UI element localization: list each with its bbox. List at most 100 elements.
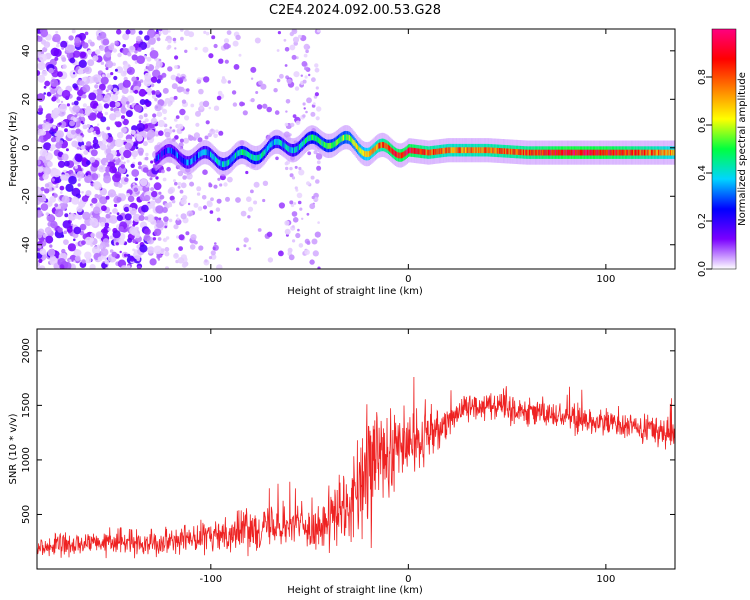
spectrogram-cell (569, 149, 571, 156)
spectrogram-cell (253, 181, 260, 188)
spectrogram-cell (76, 96, 82, 101)
spectrogram-x-label: Height of straight line (km) (287, 286, 423, 297)
spectrogram-cell (122, 79, 131, 88)
spectrogram-cell (535, 149, 538, 156)
spectrogram-cell (96, 94, 104, 102)
spectrogram-cell (58, 202, 67, 211)
spectrogram-cell (598, 149, 600, 156)
spectrogram-cell (293, 71, 300, 78)
spectrogram-cell (112, 62, 116, 67)
spectrogram-cell (105, 259, 108, 262)
spectrogram-cell (658, 149, 660, 156)
spectrogram-cell (663, 149, 666, 156)
spectrogram-cell (57, 258, 66, 267)
spectrogram-cell (314, 135, 316, 141)
spectrogram-cell (122, 33, 130, 41)
spectrogram-cell (266, 231, 273, 237)
spectrogram-cell (50, 220, 58, 229)
spectrogram-cell (492, 147, 494, 154)
spectrogram-cell (105, 242, 110, 247)
spectrogram-cell (345, 134, 347, 141)
spectrogram-cell (179, 108, 186, 116)
spectrogram-cell (247, 206, 254, 212)
spectrogram-cell (168, 30, 171, 33)
spectrogram-cell (170, 74, 177, 81)
spectrogram-cell (90, 205, 94, 208)
spectrogram-cell (135, 146, 139, 150)
spectrogram-cell (424, 149, 426, 156)
spectrogram-cell (162, 237, 168, 243)
spectrogram-cell (247, 215, 251, 219)
spectrogram-cell (493, 147, 495, 154)
spectrogram-cell (72, 50, 81, 58)
spectrogram-cell (521, 149, 523, 156)
spectrogram-cell (184, 115, 190, 121)
spectrogram-cell (102, 133, 109, 140)
spectrogram-cell (152, 237, 157, 241)
spectrogram-cell (291, 29, 298, 35)
spectrogram-cell (407, 147, 410, 154)
spectrogram-cell (517, 149, 519, 155)
spectrogram-cell (349, 136, 352, 142)
spectrogram-cell (530, 149, 532, 156)
spectrogram-cell (85, 172, 89, 176)
spectrogram-cell (156, 79, 161, 84)
spectrogram-cell (150, 83, 155, 88)
spectrogram-cell (527, 149, 529, 156)
spectrogram-cell (563, 149, 565, 156)
spectrogram-cell (490, 147, 493, 154)
spectrogram-marks (37, 29, 675, 269)
spectrogram-cell (189, 244, 196, 250)
spectrogram-cell (120, 107, 127, 114)
spectrogram-cell (238, 149, 240, 156)
spectrogram-cell (215, 207, 221, 212)
spectrogram-cell (38, 258, 43, 263)
spectrogram-cell (416, 148, 418, 155)
spectrogram-cell (129, 226, 138, 235)
spectrogram-cell (44, 226, 52, 234)
spectrogram-cell (290, 122, 295, 127)
spectrogram-cell (637, 149, 640, 156)
spectrogram-cell (89, 217, 99, 227)
spectrogram-cell (666, 149, 668, 156)
spectrogram-cell (457, 147, 459, 154)
spectrogram-cell (43, 136, 49, 142)
spectrogram-cell (37, 61, 46, 71)
spectrogram-cell (422, 149, 424, 155)
spectrogram-cell (87, 49, 93, 55)
spectrogram-cell (608, 149, 610, 156)
spectrogram-cell (590, 149, 592, 156)
spectrogram-cell (218, 159, 220, 166)
spectrogram-cell (86, 141, 92, 147)
spectrogram-cell (150, 187, 155, 192)
spectrogram-cell (151, 190, 158, 198)
spectrogram-cell (285, 144, 288, 151)
spectrogram-cell (84, 31, 89, 36)
spectrogram-cell (306, 240, 311, 245)
spectrogram-cell (142, 141, 148, 147)
spectrogram-cell (255, 155, 257, 161)
spectrogram-cell (351, 137, 353, 143)
spectrogram-cell (134, 104, 142, 113)
spectrogram-cell (196, 79, 202, 84)
spectrogram-cell (113, 203, 118, 208)
spectrogram-cell (320, 139, 322, 145)
spectrogram-cell (404, 150, 406, 157)
spectrogram-cell (206, 201, 213, 208)
spectrogram-cell (387, 144, 389, 151)
spectrogram-cell (173, 149, 175, 156)
spectrogram-cell (53, 107, 61, 115)
spectrogram-cell (129, 89, 133, 94)
spectrogram-cell (463, 147, 465, 154)
spectrogram-cell (268, 144, 270, 150)
spectrogram-cell (307, 151, 312, 156)
spectrogram-axes: -100 0 100 -40 -20 0 20 40 (21, 29, 675, 285)
y-tick-label: -20 (21, 188, 32, 204)
spectrogram-cell (112, 92, 116, 95)
spectrogram-cell (628, 149, 630, 156)
colorbar-tick-label: 0.4 (697, 165, 708, 181)
spectrogram-cell (44, 183, 50, 188)
spectrogram-cell (132, 183, 135, 186)
snr-marks (37, 376, 675, 559)
spectrogram-cell (100, 222, 105, 227)
